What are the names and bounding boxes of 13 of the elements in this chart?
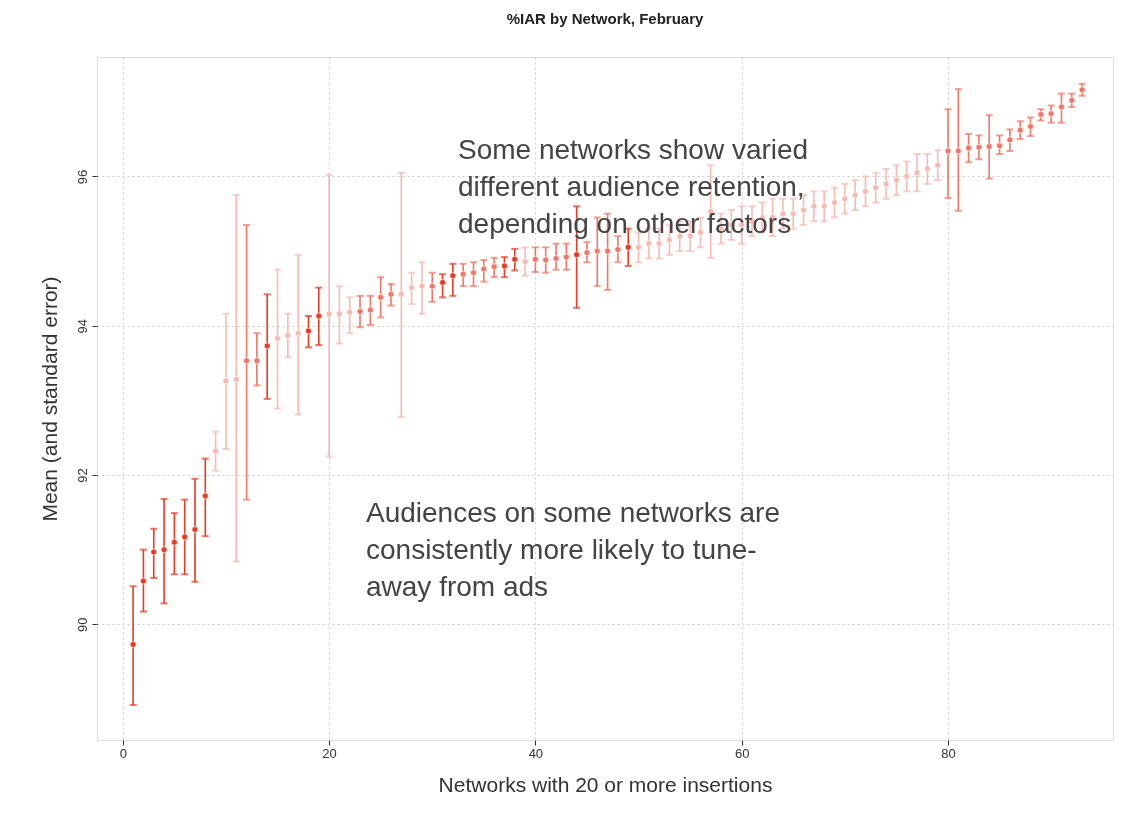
annotation: Audiences on some networks are consistently more likely to tune- away from ads	[366, 497, 780, 602]
x-tick-label: 60	[734, 745, 750, 761]
chart-title: %IAR by Network, February	[506, 10, 705, 27]
x-tick-label: 0	[119, 745, 127, 761]
x-axis-title: Networks with 20 or more insertions	[438, 772, 773, 796]
y-tick-label: 92	[74, 468, 90, 483]
x-tick-label: 80	[941, 745, 956, 761]
x-tick-label: 40	[528, 745, 544, 761]
y-axis-title: Mean (and standard error)	[37, 276, 61, 522]
x-tick-label: 20	[322, 745, 337, 761]
y-tick-label: 94	[74, 318, 90, 334]
y-tick-label: 96	[74, 169, 90, 185]
y-tick-label: 90	[74, 617, 90, 633]
